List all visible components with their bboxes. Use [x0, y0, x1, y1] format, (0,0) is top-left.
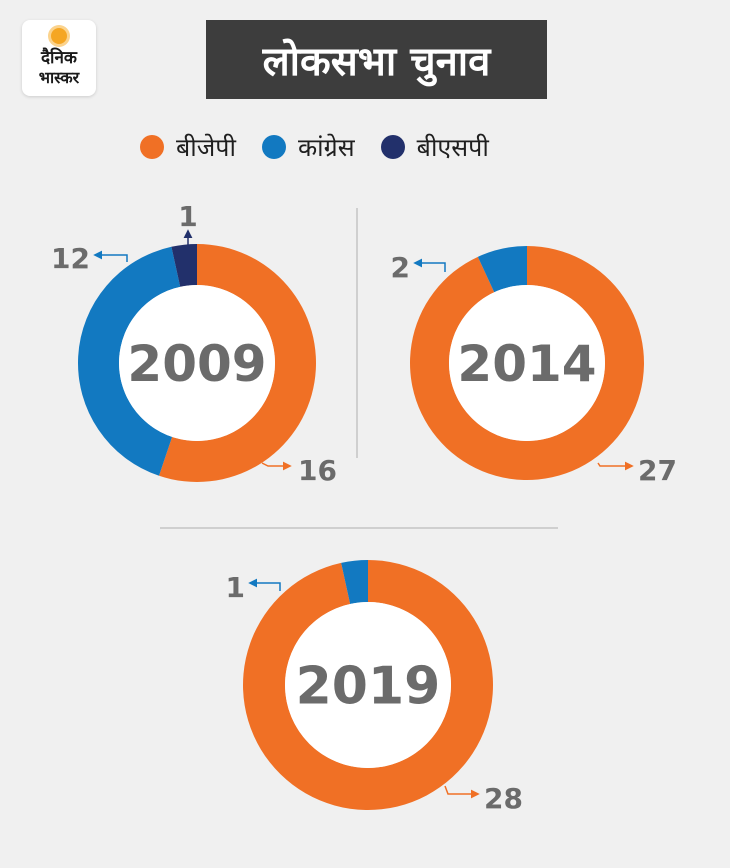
slice-बीजेपी-2009 — [159, 244, 316, 482]
logo-line-2: भास्कर — [38, 68, 80, 87]
callout-line — [93, 250, 128, 262]
legend-dot-bjp — [140, 135, 164, 159]
legend-label-bsp: बीएसपी — [416, 133, 489, 162]
horizontal-divider — [160, 527, 558, 529]
sun-icon — [51, 28, 67, 44]
legend-label-bjp: बीजेपी — [176, 133, 236, 162]
data-label-बीजेपी: 28 — [484, 782, 523, 815]
data-label-बीएसपी: 1 — [178, 200, 197, 233]
legend-label-congress: कांग्रेस — [297, 133, 355, 162]
data-label-कांग्रेस: 12 — [51, 242, 90, 275]
slice-कांग्रेस-2009 — [77, 246, 181, 476]
legend-dot-bsp — [380, 135, 405, 159]
legend-item-congress: कांग्रेस — [261, 130, 355, 164]
logo-line-1: दैनिक — [41, 48, 77, 68]
legend-item-bjp: बीजेपी — [140, 130, 236, 164]
year-label: 2019 — [296, 657, 441, 717]
slice-बीजेपी-2019 — [243, 560, 494, 810]
donut-hole — [285, 602, 451, 768]
page-title: लोकसभा चुनाव — [206, 20, 547, 99]
callout-line — [261, 461, 292, 471]
year-label: 2014 — [457, 335, 596, 393]
data-label-कांग्रेस: 1 — [226, 571, 245, 604]
donut-hole — [449, 285, 605, 441]
legend: बीजेपी कांग्रेस बीएसपी — [140, 130, 515, 164]
data-label-बीजेपी: 27 — [638, 454, 677, 487]
year-label: 2009 — [127, 335, 266, 393]
slice-कांग्रेस-2014 — [477, 246, 527, 293]
callout-line — [597, 461, 634, 471]
donut-hole — [119, 285, 275, 441]
legend-item-bsp: बीएसपी — [380, 130, 489, 164]
data-label-बीजेपी: 16 — [298, 454, 337, 487]
callout-line — [413, 258, 446, 272]
donut-chart-2014: 2014 27 2 — [391, 246, 677, 487]
slice-बीजेपी-2014 — [410, 246, 645, 480]
slice-कांग्रेस-2019 — [341, 560, 368, 604]
donut-chart-2019: 2019 28 1 — [226, 560, 523, 815]
donut-chart-2009: 2009 16 12 1 — [51, 200, 337, 487]
title-text: लोकसभा चुनाव — [262, 39, 491, 85]
dainik-bhaskar-logo: दैनिक भास्कर — [22, 20, 96, 96]
legend-dot-congress — [261, 135, 286, 159]
callout-line — [248, 578, 281, 591]
slice-बीएसपी-2009 — [171, 244, 197, 287]
vertical-divider — [356, 208, 358, 458]
callout-line — [444, 785, 480, 799]
data-label-कांग्रेस: 2 — [391, 251, 410, 284]
